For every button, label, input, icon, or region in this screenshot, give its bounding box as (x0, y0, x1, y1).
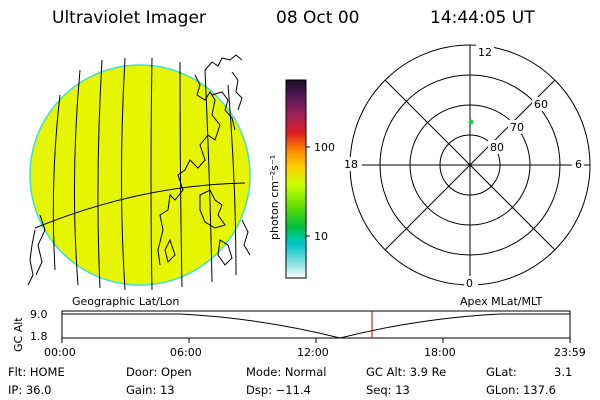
coastline (241, 219, 251, 256)
meridian-line (179, 61, 183, 288)
timeline-plot (61, 310, 571, 343)
status-gain: Gain: 13 (126, 383, 175, 397)
meridian-line (227, 84, 237, 276)
lat-label-70: 70 (510, 121, 524, 134)
timeline-frame (61, 310, 571, 339)
status-flight: Flt: HOME (8, 365, 65, 379)
status-door: Door: Open (126, 365, 192, 379)
label-bg (572, 157, 584, 171)
mlt-label-0: 0 (466, 277, 473, 290)
meridian-line (73, 69, 81, 286)
earth-image (27, 54, 251, 291)
spacecraft-footprint-marker (468, 119, 474, 125)
timeline-axis-title: GC Alt (12, 317, 25, 352)
status-ip: IP: 36.0 (8, 383, 52, 397)
polar-diagonal (384, 79, 556, 251)
meridian-line (52, 94, 61, 271)
label-bg (476, 44, 494, 60)
status-mode: Mode: Normal (246, 365, 327, 379)
equator-line (34, 182, 246, 229)
coastline (157, 74, 221, 266)
timeline-y-tick: 1.8 (30, 330, 48, 343)
earth-disk (29, 64, 251, 286)
coastline (164, 238, 176, 263)
coastline (204, 54, 243, 71)
label-bg (464, 276, 478, 290)
colorbar-tick-label: 10 (314, 230, 328, 243)
coastline (217, 239, 233, 266)
coastline (231, 71, 243, 111)
mlt-label-18: 18 (344, 158, 358, 171)
lat-label-80: 80 (490, 141, 504, 154)
timeline-left-label: Geographic Lat/Lon (72, 295, 180, 308)
time-label: 14:44:05 UT (430, 8, 535, 28)
colorbar-unit-label: photon cm⁻²s⁻¹ (268, 154, 281, 240)
mlt-label-12: 12 (478, 46, 492, 59)
timeline-x-tick-label: 23:59 (554, 346, 586, 359)
coastline (27, 229, 36, 286)
colorbar-tick-label: 100 (314, 141, 335, 154)
mlt-label-6: 6 (575, 158, 582, 171)
timeline-right-label: Apex MLat/MLT (460, 295, 543, 308)
timeline-x-tick-label: 06:00 (170, 346, 202, 359)
meridian-line (97, 59, 103, 289)
date-label: 08 Oct 00 (276, 8, 360, 28)
timeline-y-tick: 9.0 (30, 308, 48, 321)
meridian-line (204, 69, 213, 283)
meridian-line (150, 57, 153, 291)
label-bg (342, 157, 362, 171)
colorbar-scale (285, 79, 307, 279)
coastline (35, 214, 46, 276)
colorbar (285, 79, 310, 279)
status-glon: GLon: 137.6 (486, 383, 556, 397)
altitude-curve (62, 313, 570, 339)
status-glat-value: 3.1 (554, 365, 573, 379)
meridian-line (121, 57, 126, 291)
label-bg (532, 97, 552, 111)
timeline-x-tick-label: 00:00 (44, 346, 76, 359)
status-dsp: Dsp: −11.4 (246, 383, 311, 397)
coastline (199, 189, 226, 229)
instrument-title: Ultraviolet Imager (52, 8, 206, 28)
coastline (211, 91, 236, 131)
polar-plot (342, 44, 591, 290)
timeline-x-tick-label: 12:00 (297, 346, 329, 359)
status-seq: Seq: 13 (366, 383, 410, 397)
timeline-x-tick-label: 18:00 (424, 346, 456, 359)
label-bg (488, 140, 508, 154)
status-gc-alt: GC Alt: 3.9 Re (366, 365, 447, 379)
label-bg (508, 120, 528, 134)
lat-label-60: 60 (534, 98, 548, 111)
status-glat-label: GLat: (486, 365, 517, 379)
